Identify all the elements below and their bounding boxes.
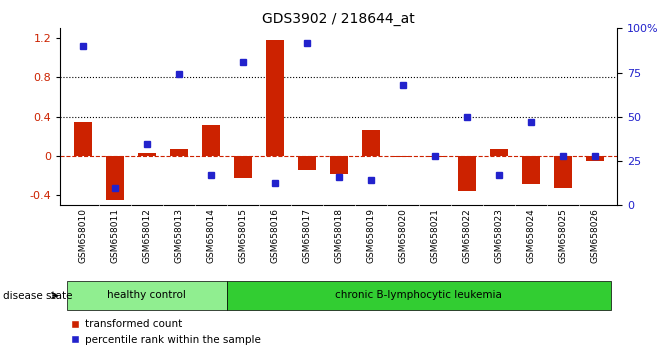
Bar	[394, 156, 412, 157]
Bar	[426, 156, 444, 157]
Bar	[362, 130, 380, 156]
Bar	[67, 281, 227, 310]
Bar	[202, 125, 219, 156]
Text: disease state: disease state	[3, 291, 73, 301]
Bar	[138, 153, 156, 156]
Bar	[458, 156, 476, 190]
Text: healthy control: healthy control	[107, 290, 187, 300]
Bar	[490, 149, 508, 156]
Legend: transformed count, percentile rank within the sample: transformed count, percentile rank withi…	[66, 315, 266, 349]
Text: chronic B-lymphocytic leukemia: chronic B-lymphocytic leukemia	[336, 290, 503, 300]
Bar	[170, 149, 188, 156]
Bar	[522, 156, 539, 184]
Bar	[106, 156, 123, 200]
Bar	[554, 156, 572, 188]
Bar	[227, 281, 611, 310]
Bar	[74, 122, 92, 156]
Bar	[234, 156, 252, 178]
Bar	[298, 156, 315, 170]
Bar	[266, 40, 284, 156]
Bar	[586, 156, 604, 161]
Bar	[330, 156, 348, 174]
Title: GDS3902 / 218644_at: GDS3902 / 218644_at	[262, 12, 415, 26]
